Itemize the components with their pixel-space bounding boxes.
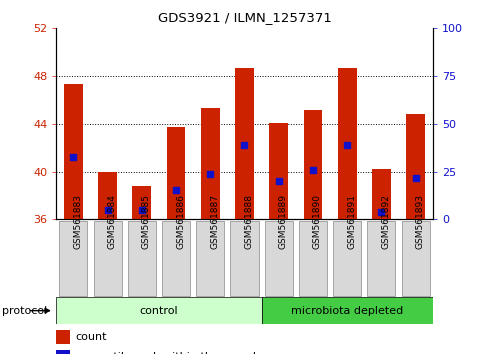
Point bbox=[377, 210, 385, 215]
FancyBboxPatch shape bbox=[127, 221, 156, 296]
Bar bbox=[261, 297, 432, 324]
FancyBboxPatch shape bbox=[230, 221, 258, 296]
Point bbox=[172, 187, 180, 193]
Bar bbox=[132, 186, 151, 219]
Text: GSM561892: GSM561892 bbox=[381, 194, 389, 249]
Bar bbox=[371, 169, 390, 219]
FancyBboxPatch shape bbox=[264, 221, 292, 296]
Point bbox=[206, 171, 214, 177]
Point bbox=[103, 207, 111, 213]
Text: GDS3921 / ILMN_1257371: GDS3921 / ILMN_1257371 bbox=[157, 11, 331, 24]
Text: GSM561888: GSM561888 bbox=[244, 194, 253, 249]
FancyBboxPatch shape bbox=[401, 221, 429, 296]
Point bbox=[308, 168, 316, 173]
Bar bbox=[337, 68, 356, 219]
Bar bbox=[269, 123, 287, 219]
Bar bbox=[201, 108, 219, 219]
Text: GSM561889: GSM561889 bbox=[278, 194, 287, 249]
Text: GSM561891: GSM561891 bbox=[346, 194, 355, 249]
FancyBboxPatch shape bbox=[366, 221, 395, 296]
Bar bbox=[166, 127, 185, 219]
Point bbox=[138, 207, 145, 213]
Point bbox=[274, 178, 282, 184]
Bar bbox=[98, 172, 117, 219]
Bar bbox=[235, 68, 253, 219]
FancyBboxPatch shape bbox=[196, 221, 224, 296]
Text: microbiota depleted: microbiota depleted bbox=[290, 306, 403, 316]
FancyBboxPatch shape bbox=[59, 221, 87, 296]
Text: percentile rank within the sample: percentile rank within the sample bbox=[75, 352, 263, 354]
Bar bbox=[56, 350, 70, 354]
FancyBboxPatch shape bbox=[162, 221, 190, 296]
Text: GSM561887: GSM561887 bbox=[210, 194, 219, 249]
Bar bbox=[56, 297, 261, 324]
Bar bbox=[56, 330, 70, 344]
Point bbox=[240, 143, 248, 148]
Text: count: count bbox=[75, 332, 107, 342]
Point bbox=[69, 154, 77, 160]
FancyBboxPatch shape bbox=[93, 221, 122, 296]
Text: GSM561883: GSM561883 bbox=[73, 194, 82, 249]
Point bbox=[343, 143, 350, 148]
Text: control: control bbox=[140, 306, 178, 316]
Text: protocol: protocol bbox=[2, 306, 48, 316]
Point bbox=[411, 175, 419, 181]
FancyBboxPatch shape bbox=[298, 221, 326, 296]
Text: GSM561890: GSM561890 bbox=[312, 194, 321, 249]
Text: GSM561884: GSM561884 bbox=[107, 194, 116, 249]
Text: GSM561886: GSM561886 bbox=[176, 194, 184, 249]
Text: GSM561885: GSM561885 bbox=[142, 194, 150, 249]
Bar bbox=[303, 110, 322, 219]
Bar bbox=[406, 114, 424, 219]
Text: GSM561893: GSM561893 bbox=[415, 194, 424, 249]
Bar bbox=[64, 85, 82, 219]
FancyBboxPatch shape bbox=[332, 221, 361, 296]
